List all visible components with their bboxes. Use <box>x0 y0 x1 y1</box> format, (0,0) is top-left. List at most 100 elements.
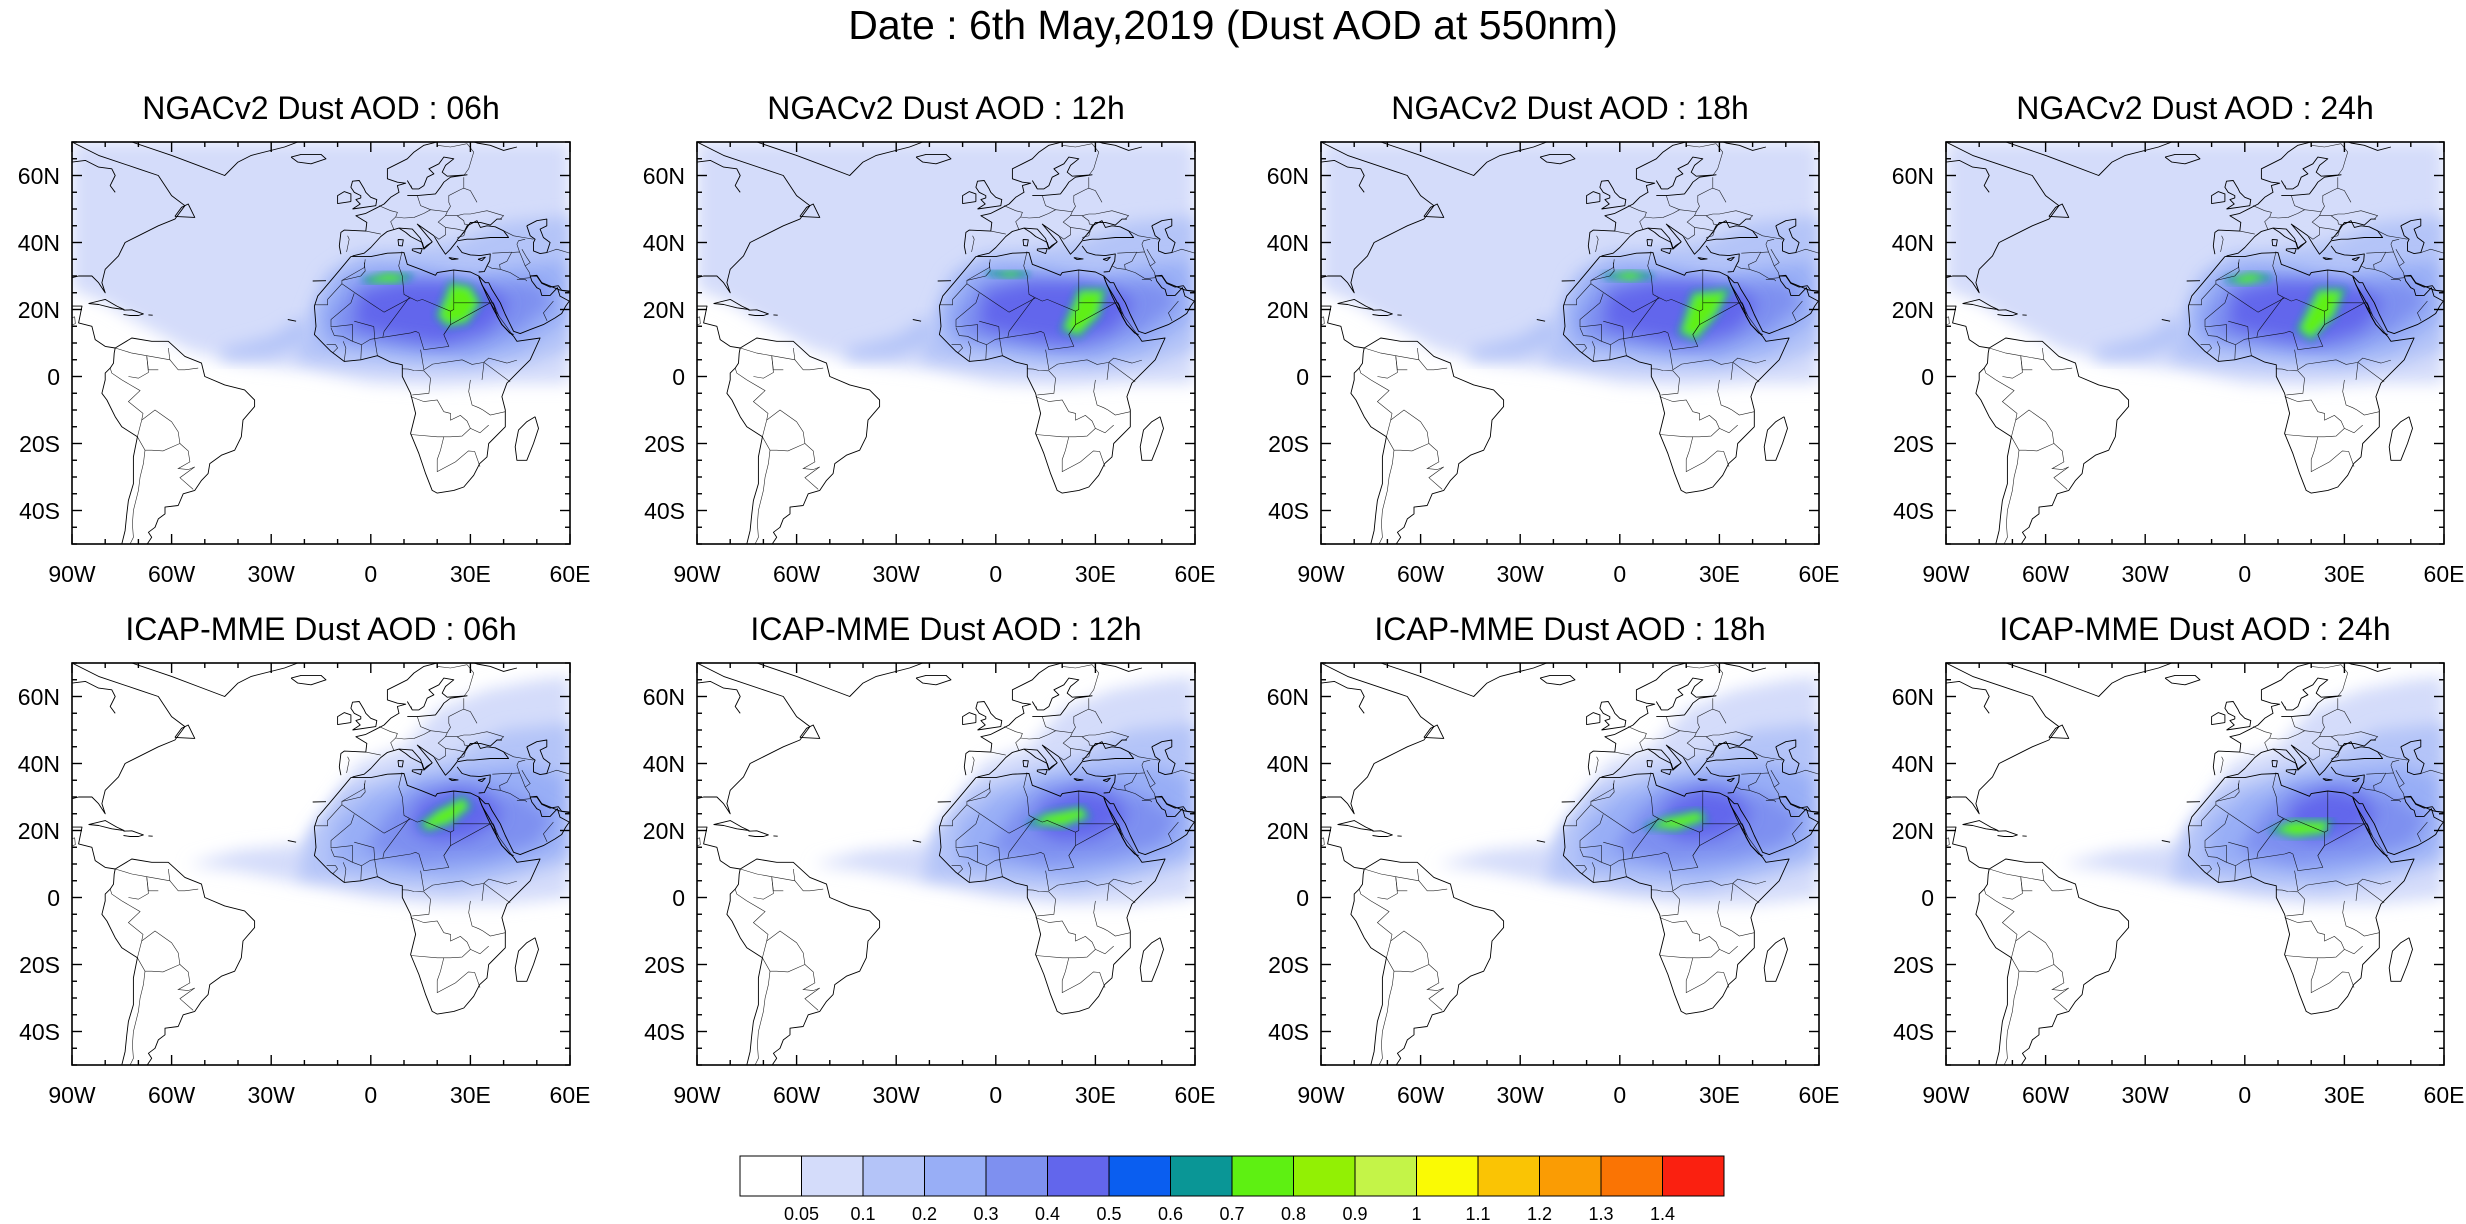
lat-tick-label: 20N <box>1266 817 1309 844</box>
axis-ticks <box>1945 141 2445 545</box>
lat-tick-label: 0 <box>1296 363 1309 390</box>
lat-tick-label: 60N <box>1891 162 1934 189</box>
lon-tick-label: 60E <box>549 1082 591 1108</box>
colorbar <box>739 1155 1725 1197</box>
lon-tick-label: 30E <box>2323 561 2365 587</box>
colorbar-label: 0.5 <box>1096 1204 1122 1224</box>
lat-tick-label: 20S <box>19 430 60 457</box>
colorbar-label: 1.2 <box>1526 1204 1553 1224</box>
lat-tick-label: 20N <box>642 817 685 844</box>
lat-tick-label: 60N <box>642 683 685 710</box>
dust-aod-field <box>72 142 570 544</box>
colorbar-cell <box>1170 1155 1233 1197</box>
lat-tick-label: 40N <box>1266 229 1309 256</box>
coastlines <box>1321 663 1819 1065</box>
colorbar-label: 0.8 <box>1280 1204 1307 1224</box>
lon-tick-label: 0 <box>989 1082 1003 1108</box>
lon-tick-label: 60E <box>2423 1082 2465 1108</box>
lon-tick-label: 60W <box>772 561 821 587</box>
lon-tick-label: 60E <box>1174 561 1216 587</box>
coastlines <box>1321 142 1819 544</box>
colorbar-cell <box>1600 1155 1663 1197</box>
lat-tick-label: 20N <box>17 296 60 323</box>
country-borders <box>697 664 1195 1065</box>
lat-tick-label: 20S <box>1893 951 1934 978</box>
axis-ticks <box>696 141 1196 545</box>
lon-tick-label: 60E <box>549 561 591 587</box>
panel-title: ICAP-MME Dust AOD : 12h <box>750 611 1142 647</box>
lon-tick-label: 60W <box>772 1082 821 1108</box>
lon-tick-label: 60W <box>1396 561 1445 587</box>
colorbar-cell <box>1047 1155 1110 1197</box>
colorbar-cell <box>1662 1155 1725 1197</box>
colorbar-cell <box>1354 1155 1417 1197</box>
dust-aod-field <box>1321 663 1819 1065</box>
aod-contour-level <box>846 316 936 360</box>
aod-contour-level <box>2095 316 2185 360</box>
map-panel-5 <box>71 662 571 1066</box>
dust-aod-field <box>1946 142 2444 544</box>
panel-title: ICAP-MME Dust AOD : 24h <box>1999 611 2391 647</box>
lat-tick-label: 0 <box>1921 363 1934 390</box>
colorbar-cell <box>1539 1155 1602 1197</box>
lat-tick-label: 0 <box>672 363 685 390</box>
aod-contour-level <box>221 316 311 360</box>
colorbar-label: 1.1 <box>1465 1204 1491 1224</box>
lat-tick-label: 40S <box>19 497 60 524</box>
aod-hotspot <box>985 269 1030 280</box>
lon-tick-label: 30W <box>2121 1082 2169 1108</box>
lat-tick-label: 40S <box>19 1018 60 1045</box>
panel-title: NGACv2 Dust AOD : 24h <box>2016 90 2374 126</box>
panel-title: NGACv2 Dust AOD : 12h <box>767 90 1125 126</box>
country-borders <box>72 143 570 544</box>
lon-tick-label: 90W <box>48 561 96 587</box>
lon-tick-label: 60W <box>2021 561 2070 587</box>
lat-tick-label: 40N <box>17 750 60 777</box>
map-panel-6 <box>696 662 1196 1066</box>
lat-tick-label: 20N <box>1266 296 1309 323</box>
lat-tick-label: 60N <box>17 162 60 189</box>
map-panel-2 <box>696 141 1196 545</box>
panel-title: ICAP-MME Dust AOD : 18h <box>1374 611 1766 647</box>
lon-tick-label: 30W <box>1496 561 1544 587</box>
lat-tick-label: 60N <box>1266 162 1309 189</box>
lon-tick-label: 60E <box>1174 1082 1216 1108</box>
dust-aod-field <box>697 663 1195 1065</box>
aod-contour-level <box>1470 316 1560 360</box>
colorbar-cell <box>862 1155 925 1197</box>
colorbar-cell <box>1293 1155 1356 1197</box>
lon-tick-label: 30E <box>449 561 491 587</box>
map-panel-3 <box>1320 141 1820 545</box>
aod-hotspot <box>360 271 416 285</box>
lat-tick-label: 20S <box>1268 951 1309 978</box>
map-panel-8 <box>1945 662 2445 1066</box>
lat-tick-label: 40S <box>1268 1018 1309 1045</box>
colorbar-label: 0.9 <box>1342 1204 1368 1224</box>
country-borders <box>1946 664 2444 1065</box>
axis-ticks <box>71 141 571 545</box>
lon-tick-label: 0 <box>989 561 1003 587</box>
lon-tick-label: 90W <box>48 1082 96 1108</box>
axis-ticks <box>1945 662 2445 1066</box>
lon-tick-label: 30E <box>1698 1082 1740 1108</box>
lon-tick-label: 60W <box>147 561 196 587</box>
lon-tick-label: 30E <box>2323 1082 2365 1108</box>
lon-tick-label: 0 <box>1613 1082 1627 1108</box>
coastlines <box>1946 142 2444 544</box>
panel-title: NGACv2 Dust AOD : 06h <box>142 90 500 126</box>
lon-tick-label: 90W <box>1922 1082 1970 1108</box>
lon-tick-label: 30E <box>1698 561 1740 587</box>
colorbar-label: 1 <box>1411 1204 1422 1224</box>
lat-tick-label: 40S <box>644 1018 685 1045</box>
colorbar-label: 0.05 <box>783 1204 820 1224</box>
figure-title: Date : 6th May,2019 (Dust AOD at 550nm) <box>848 2 1618 48</box>
lat-tick-label: 40S <box>1893 497 1934 524</box>
lat-tick-label: 20N <box>642 296 685 323</box>
axis-ticks <box>696 662 1196 1066</box>
lat-tick-label: 20S <box>644 430 685 457</box>
axis-ticks <box>71 662 571 1066</box>
lon-tick-label: 30E <box>449 1082 491 1108</box>
lat-tick-label: 40N <box>1891 229 1934 256</box>
dust-aod-field <box>697 142 1195 544</box>
